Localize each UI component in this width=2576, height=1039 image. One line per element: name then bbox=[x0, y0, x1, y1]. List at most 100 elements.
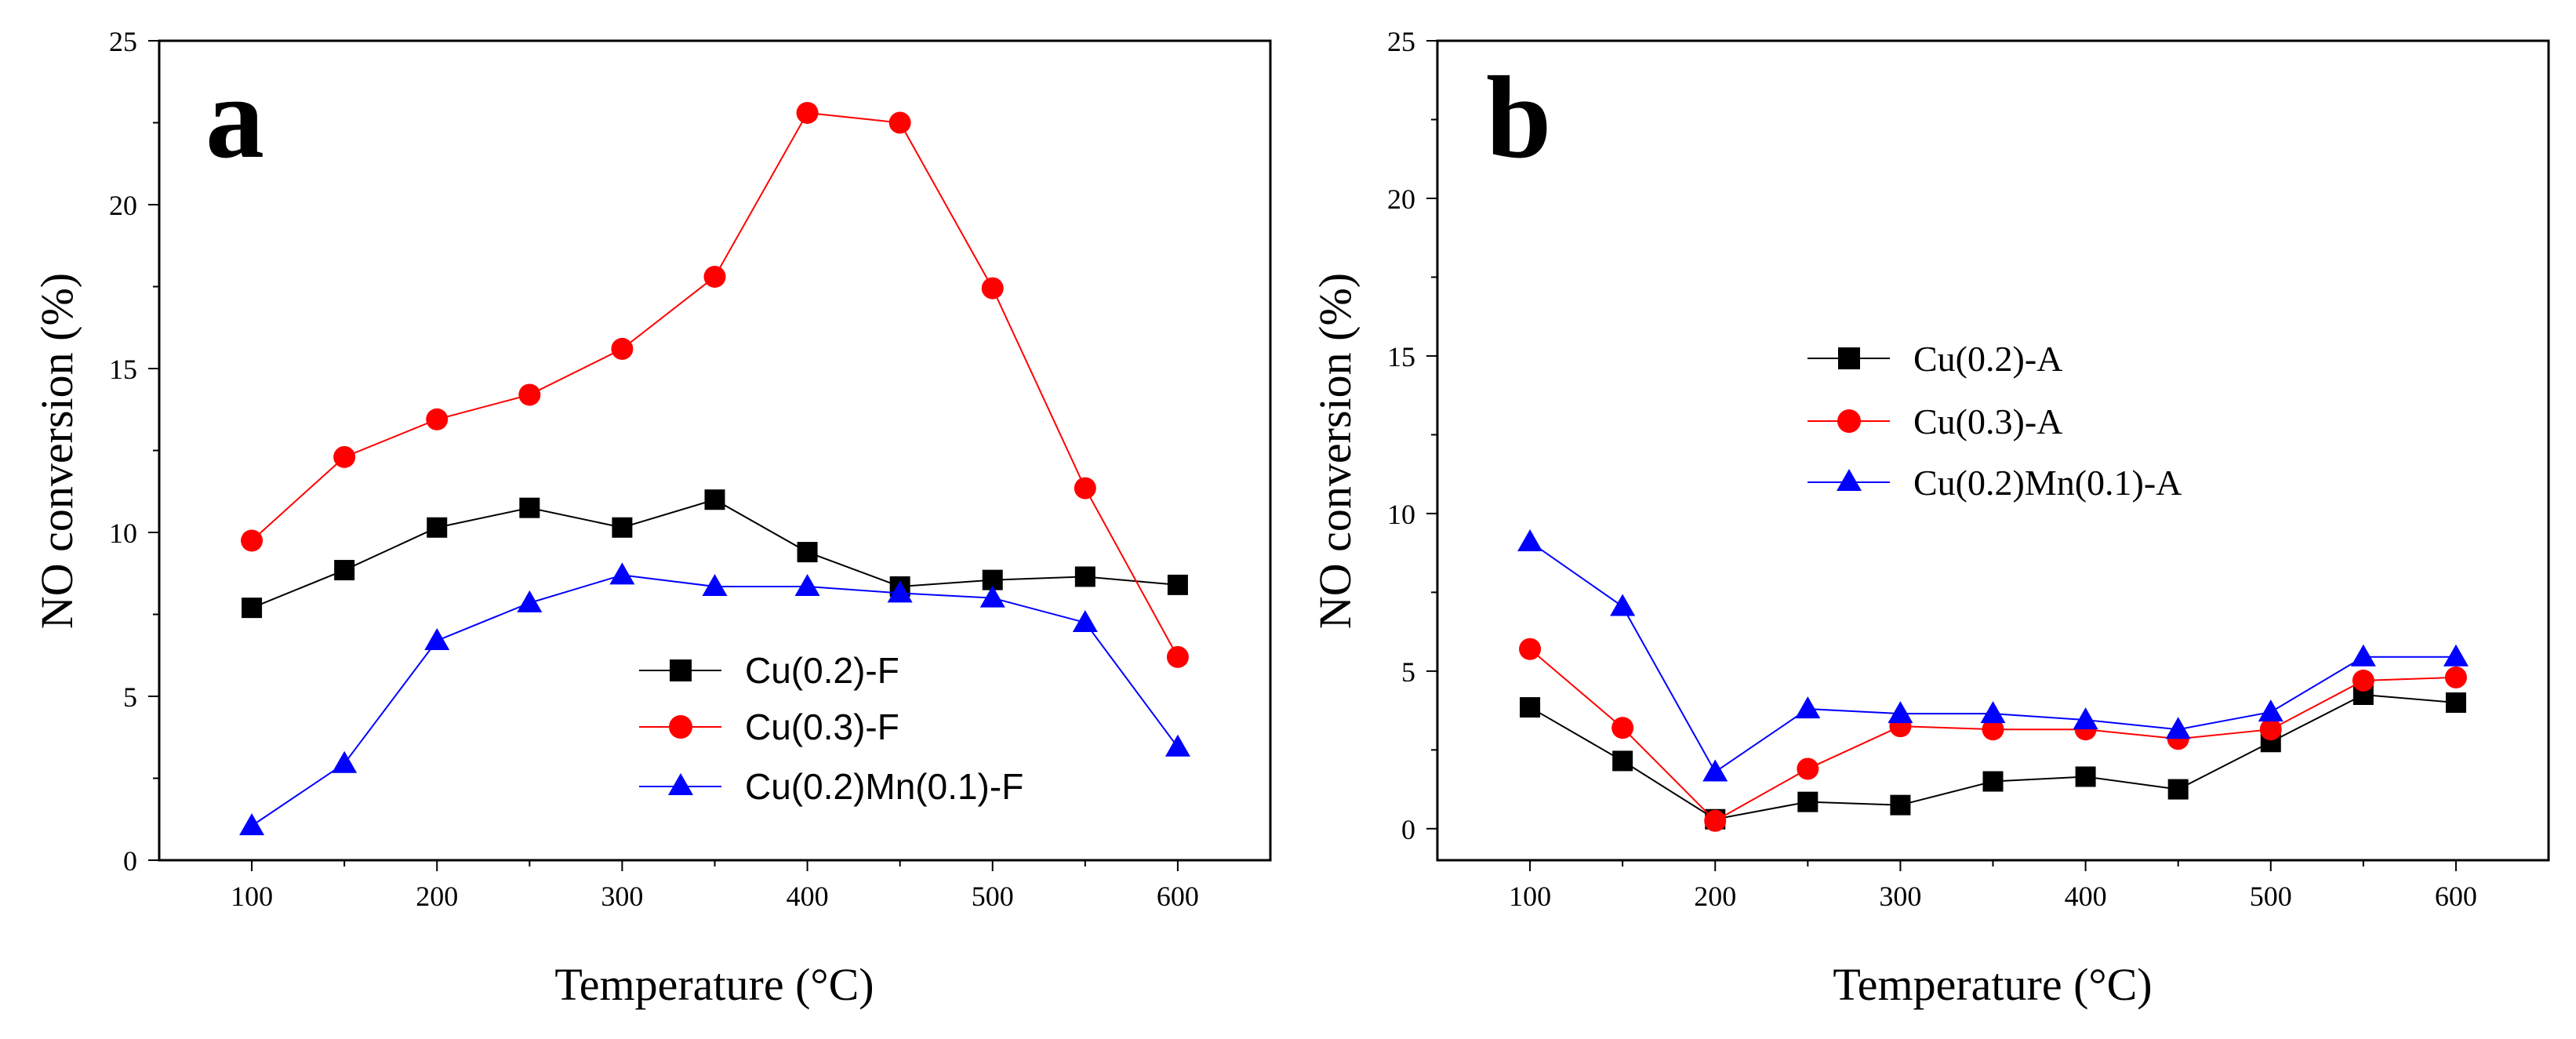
data-point-cu-0-2-mn-0-1-a-600 bbox=[2443, 644, 2469, 667]
panel-a-y-tick-label: 20 bbox=[109, 190, 137, 221]
data-point-cu-0-2-mn-0-1-a-100 bbox=[1517, 529, 1543, 552]
data-point-cu-0-3-f-200 bbox=[426, 408, 449, 430]
legend-label-cumn-a: Cu(0.2)Mn(0.1)-A bbox=[1913, 463, 2182, 503]
data-point-cu-0-2-f-400 bbox=[797, 542, 818, 563]
panel-b-series bbox=[1517, 529, 2469, 832]
data-point-cu-0-2-f-300 bbox=[612, 517, 633, 538]
data-point-cu-0-2-mn-0-1-f-300 bbox=[609, 562, 635, 585]
data-point-cu-0-3-a-600 bbox=[2444, 666, 2467, 688]
panel-b-axes: 100 200 300 400 500 600 0 5 10 15 20 25 bbox=[1387, 26, 2477, 912]
data-point-cu-0-2-mn-0-1-f-150 bbox=[332, 750, 358, 773]
data-point-cu-0-2-a-100 bbox=[1520, 697, 1541, 718]
data-point-cu-0-2-mn-0-1-f-450 bbox=[887, 580, 913, 603]
panel-b-y-tick-label: 10 bbox=[1387, 499, 1415, 530]
data-point-cu-0-2-a-150 bbox=[1612, 750, 1633, 772]
legend-marker-cu02-a bbox=[1838, 347, 1860, 369]
panel-a-x-tick-label: 100 bbox=[231, 881, 273, 912]
data-point-cu-0-3-a-100 bbox=[1519, 638, 1542, 660]
panel-b-x-tick-label: 100 bbox=[1509, 881, 1551, 912]
data-point-cu-0-2-f-550 bbox=[1074, 566, 1095, 587]
panel-a-x-tick-label: 600 bbox=[1157, 881, 1199, 912]
panel-a-y-tick-label: 10 bbox=[109, 518, 137, 549]
data-point-cu-0-2-f-350 bbox=[704, 489, 725, 510]
panel-a: 100 200 300 400 500 600 0 5 10 15 20 25 a Temperatu… bbox=[31, 26, 1272, 1010]
legend-label-cumn-f: Cu(0.2)Mn(0.1)-F bbox=[745, 766, 1023, 807]
panel-b-letter: b bbox=[1486, 53, 1551, 183]
panel-a-x-tick-label: 300 bbox=[601, 881, 643, 912]
data-point-cu-0-3-a-200 bbox=[1704, 809, 1727, 832]
data-point-cu-0-2-f-100 bbox=[242, 598, 263, 619]
panel-a-x-tick-label: 500 bbox=[972, 881, 1014, 912]
data-point-cu-0-2-mn-0-1-f-200 bbox=[424, 627, 450, 650]
panel-b: 100 200 300 400 500 600 0 5 10 15 20 25 b Temperatu… bbox=[1310, 26, 2550, 1010]
panel-a-x-tick-label: 400 bbox=[787, 881, 829, 912]
data-point-cu-0-3-f-350 bbox=[703, 265, 726, 288]
panel-b-x-tick-label: 600 bbox=[2435, 881, 2477, 912]
data-point-cu-0-3-f-100 bbox=[241, 529, 263, 552]
panel-a-y-axis-title: NO conversion (%) bbox=[31, 273, 82, 629]
data-point-cu-0-2-mn-0-1-f-400 bbox=[794, 573, 820, 596]
data-point-cu-0-2-a-350 bbox=[1982, 771, 2004, 792]
panel-a-x-tick-label: 200 bbox=[416, 881, 458, 912]
panel-a-series bbox=[239, 101, 1190, 836]
data-point-cu-0-3-f-600 bbox=[1166, 645, 1189, 668]
panel-b-legend: Cu(0.2)-A Cu(0.3)-A Cu(0.2)Mn(0.1)-A bbox=[1808, 339, 2182, 503]
data-point-cu-0-2-mn-0-1-a-200 bbox=[1702, 759, 1728, 782]
panel-b-x-tick-label: 200 bbox=[1694, 881, 1736, 912]
data-point-cu-0-3-a-150 bbox=[1611, 717, 1634, 739]
panel-b-y-tick-label: 0 bbox=[1401, 814, 1415, 845]
data-point-cu-0-2-mn-0-1-f-500 bbox=[979, 585, 1005, 608]
panel-b-x-tick-label: 500 bbox=[2250, 881, 2292, 912]
panel-b-y-tick-label: 5 bbox=[1401, 656, 1415, 688]
panel-b-y-tick-label: 15 bbox=[1387, 341, 1415, 372]
data-point-cu-0-2-mn-0-1-a-500 bbox=[2258, 699, 2284, 722]
data-point-cu-0-2-f-250 bbox=[519, 497, 540, 518]
legend-marker-cu03-a bbox=[1837, 409, 1861, 433]
data-point-cu-0-3-a-550 bbox=[2352, 669, 2374, 692]
panel-b-y-axis-title: NO conversion (%) bbox=[1310, 273, 1361, 629]
legend-label-cu02-a: Cu(0.2)-A bbox=[1913, 339, 2062, 379]
legend-marker-cu03-f bbox=[669, 715, 692, 739]
data-point-cu-0-2-mn-0-1-a-550 bbox=[2350, 644, 2376, 667]
data-point-cu-0-2-mn-0-1-a-300 bbox=[1887, 701, 1913, 724]
data-point-cu-0-2-mn-0-1-f-350 bbox=[702, 573, 728, 596]
data-point-cu-0-2-mn-0-1-f-250 bbox=[517, 590, 543, 612]
data-point-cu-0-2-mn-0-1-a-350 bbox=[1980, 701, 2006, 724]
panel-a-legend: Cu(0.2)-F Cu(0.3)-F Cu(0.2)Mn(0.1)-F bbox=[639, 650, 1023, 807]
panel-a-axes: 100 200 300 400 500 600 0 5 10 15 20 25 bbox=[109, 26, 1199, 912]
legend-marker-cumn-f bbox=[668, 773, 693, 795]
data-point-cu-0-2-a-400 bbox=[2075, 766, 2096, 787]
panel-a-y-tick-label: 25 bbox=[109, 26, 137, 57]
data-point-cu-0-2-f-150 bbox=[334, 560, 355, 581]
legend-label-cu03-f: Cu(0.3)-F bbox=[745, 707, 899, 747]
panel-b-x-axis-title: Temperature (°C) bbox=[1833, 959, 2152, 1010]
panel-a-y-tick-label: 5 bbox=[123, 681, 137, 713]
data-point-cu-0-2-mn-0-1-f-600 bbox=[1164, 734, 1190, 757]
data-point-cu-0-2-mn-0-1-a-450 bbox=[2165, 717, 2191, 739]
data-point-cu-0-3-a-250 bbox=[1797, 757, 1819, 780]
panel-b-x-tick-label: 300 bbox=[1879, 881, 1921, 912]
panel-b-y-tick-label: 20 bbox=[1387, 183, 1415, 215]
data-point-cu-0-2-f-200 bbox=[427, 517, 448, 538]
panel-a-letter: a bbox=[205, 53, 264, 183]
data-point-cu-0-3-f-450 bbox=[888, 111, 911, 134]
panel-a-x-axis-title: Temperature (°C) bbox=[554, 959, 874, 1010]
data-point-cu-0-2-mn-0-1-f-550 bbox=[1072, 609, 1098, 632]
data-point-cu-0-3-f-550 bbox=[1074, 477, 1096, 500]
data-point-cu-0-3-f-250 bbox=[518, 383, 541, 406]
panel-a-y-tick-label: 0 bbox=[123, 845, 137, 877]
data-point-cu-0-2-a-250 bbox=[1797, 791, 1818, 812]
legend-marker-cumn-a bbox=[1837, 469, 1862, 491]
data-point-cu-0-2-f-600 bbox=[1167, 574, 1188, 595]
panel-a-y-tick-label: 15 bbox=[109, 354, 137, 385]
data-point-cu-0-3-f-150 bbox=[333, 445, 356, 468]
data-point-cu-0-2-a-300 bbox=[1890, 794, 1911, 816]
data-point-cu-0-3-f-500 bbox=[981, 277, 1004, 300]
data-point-cu-0-3-a-350 bbox=[1982, 718, 2004, 741]
data-point-cu-0-2-mn-0-1-a-250 bbox=[1795, 696, 1821, 719]
data-point-cu-0-2-mn-0-1-f-100 bbox=[239, 813, 265, 836]
data-point-cu-0-2-mn-0-1-a-150 bbox=[1610, 594, 1636, 616]
data-point-cu-0-3-f-300 bbox=[611, 337, 634, 360]
